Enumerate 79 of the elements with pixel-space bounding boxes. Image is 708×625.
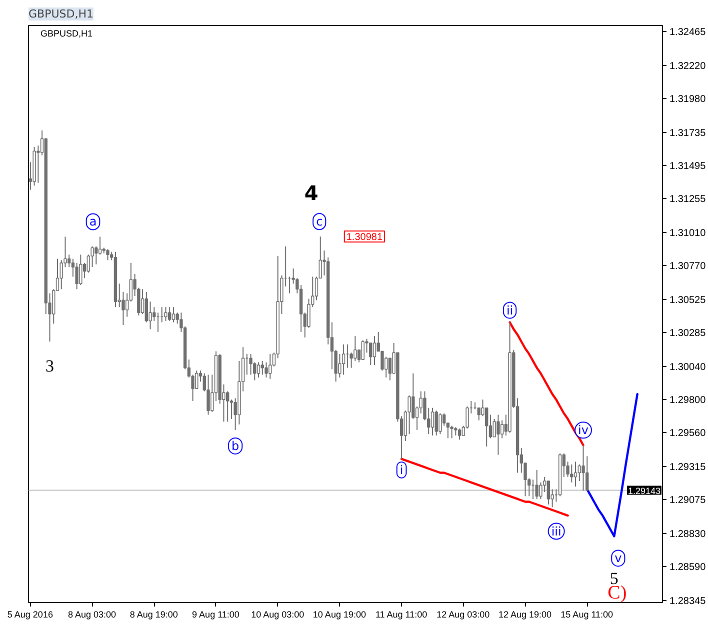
y-tick-label: 1.31735: [670, 128, 706, 139]
candlestick: [164, 306, 168, 322]
x-tick-label: 5 Aug 2016: [7, 610, 53, 620]
y-tick-label: 1.30285: [670, 328, 706, 340]
x-tick-label: 8 Aug 19:00: [130, 610, 178, 620]
candlestick: [168, 306, 172, 322]
annotation: 4: [304, 181, 318, 206]
candlestick: [172, 306, 176, 323]
y-tick-label: 1.29075: [670, 495, 706, 506]
candlestick: [256, 362, 260, 378]
y-tick-label: 1.30525: [670, 295, 706, 306]
annotation: iii: [551, 524, 562, 538]
candlestick: [458, 428, 462, 440]
candlestick: [342, 344, 346, 376]
candlestick: [79, 254, 82, 286]
x-tick-label: 10 Aug 03:00: [251, 610, 304, 620]
candlestick: [496, 414, 500, 456]
candlestick: [98, 236, 102, 256]
y-tick-label: 1.28590: [670, 562, 706, 574]
annotation: 1.30981: [346, 232, 383, 244]
x-tick-label: 9 Aug 11:00: [192, 610, 240, 620]
y-tick-label: 1.29315: [670, 462, 706, 474]
annotation: iv: [578, 423, 588, 438]
x-tick-label: 11 Aug 11:00: [375, 610, 428, 620]
x-tick-label: 10 Aug 19:00: [312, 610, 366, 620]
y-tick-label: 1.31255: [670, 194, 706, 206]
candlestick: [75, 262, 78, 290]
candlestick: [361, 340, 364, 360]
annotation: v: [614, 551, 622, 566]
y-tick-label: 1.29800: [670, 395, 706, 406]
candlestick: [148, 301, 152, 330]
annotation: ii: [506, 303, 514, 318]
annotation: b: [232, 438, 240, 453]
y-tick-label: 1.32465: [670, 27, 706, 38]
x-tick-label: 12 Aug 03:00: [436, 610, 490, 620]
annotation: 3: [46, 356, 54, 376]
candlestick: [485, 407, 488, 448]
candlestick: [570, 464, 574, 483]
candlestick: [144, 291, 148, 323]
x-tick-label: 8 Aug 03:00: [68, 610, 116, 620]
x-tick-label: 15 Aug 11:00: [560, 610, 614, 620]
candlestick: [574, 461, 578, 488]
y-tick-label: 1.28345: [670, 596, 706, 607]
candlestick: [226, 390, 230, 422]
annotation: c: [316, 214, 323, 229]
annotation: a: [89, 214, 97, 229]
candlestick: [500, 420, 504, 439]
y-tick-label: 1.30770: [670, 261, 706, 272]
candlestick: [268, 354, 272, 380]
candlestick: [206, 374, 210, 416]
y-tick-label: 1.31980: [670, 94, 706, 106]
annotation: i: [400, 462, 404, 477]
line-series: [400, 458, 569, 517]
candlestick: [582, 444, 585, 492]
candlestick: [477, 407, 480, 421]
candlestick: [67, 254, 71, 268]
candlestick: [434, 410, 438, 436]
candlestick: [450, 425, 454, 439]
candlestick: [578, 464, 581, 482]
candlestick: [430, 407, 434, 436]
y-tick-label: 1.28830: [670, 528, 706, 540]
candlestick: [106, 248, 110, 261]
candlestick: [260, 360, 264, 376]
candlestick: [369, 342, 372, 366]
candlestick: [546, 480, 550, 505]
y-tick-label: 1.31010: [670, 228, 706, 240]
ref-line-label: 1.29143: [628, 486, 661, 496]
chart-subtitle: GBPUSD,H1: [40, 28, 93, 38]
candlestick: [372, 336, 376, 366]
y-tick-label: 1.32220: [670, 61, 706, 72]
y-tick-label: 1.30040: [670, 362, 706, 373]
x-tick-label: 12 Aug 19:00: [498, 610, 552, 620]
candlestick: [438, 412, 442, 435]
candlestick: [535, 469, 538, 500]
candlestick: [152, 306, 156, 322]
y-tick-label: 1.29560: [670, 428, 706, 440]
candlestick: [264, 362, 268, 378]
chart-title: GBPUSD,H1: [28, 8, 94, 20]
y-tick-label: 1.31495: [670, 161, 706, 172]
